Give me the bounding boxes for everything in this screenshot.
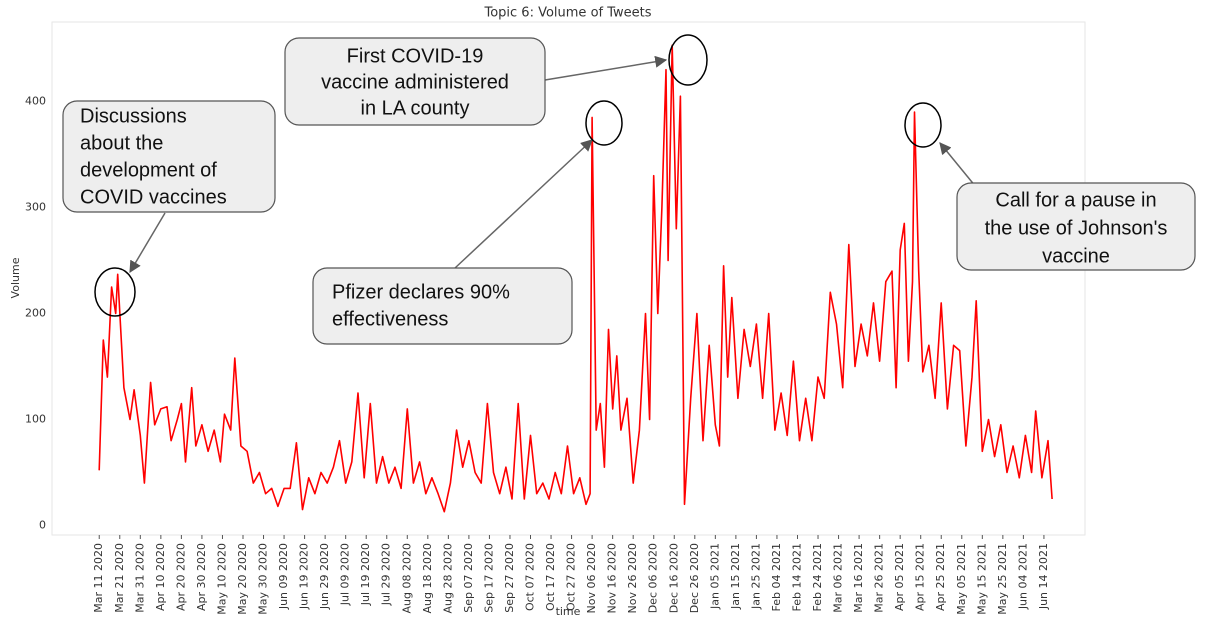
x-tick-label: Nov 16 2020 — [606, 543, 619, 613]
x-tick-label: Feb 14 2021 — [790, 543, 803, 611]
annotation-box — [312, 267, 573, 345]
x-tick-label: Dec 26 2020 — [688, 543, 701, 613]
x-tick-label: Jan 15 2021 — [729, 543, 742, 610]
arrow — [454, 139, 593, 269]
x-tick-label: Feb 24 2021 — [811, 543, 824, 611]
x-axis-label: time — [556, 605, 581, 618]
x-tick-label: Mar 26 2021 — [873, 543, 886, 613]
x-tick-label: Sep 27 2020 — [503, 543, 516, 613]
x-tick-label: Aug 08 2020 — [400, 543, 413, 613]
x-tick-label: Apr 10 2020 — [154, 543, 167, 611]
annotation-text: effectiveness — [332, 308, 448, 330]
x-tick-label: Jun 09 2020 — [277, 543, 290, 610]
y-tick-label: 100 — [25, 412, 46, 425]
y-axis-label: Volume — [9, 257, 22, 298]
annotation-text: Pfizer declares 90% — [332, 281, 510, 303]
x-tick-label: Oct 07 2020 — [524, 543, 537, 611]
x-tick-label: Mar 11 2020 — [92, 543, 105, 613]
y-tick-label: 300 — [25, 200, 46, 213]
x-tick-label: Dec 16 2020 — [667, 543, 680, 613]
x-tick-label: May 30 2020 — [257, 543, 270, 615]
x-tick-label: Mar 31 2020 — [133, 543, 146, 613]
arrow — [544, 55, 668, 81]
highlight-circle — [668, 34, 708, 86]
annotation-text: the use of Johnson's — [985, 217, 1168, 239]
x-tick-label: Aug 18 2020 — [421, 543, 434, 613]
x-tick-label: Sep 07 2020 — [462, 543, 475, 613]
annotation-text: Call for a pause in — [995, 189, 1156, 211]
x-tick-label: Apr 25 2021 — [934, 543, 947, 611]
x-tick-label: Sep 17 2020 — [482, 543, 495, 613]
annotation-text: COVID vaccines — [80, 186, 227, 208]
x-tick-label: May 25 2021 — [996, 543, 1009, 615]
x-tick-label: Jul 09 2020 — [339, 543, 352, 606]
x-tick-label: Jun 04 2021 — [1016, 543, 1029, 610]
x-tick-label: Jun 14 2021 — [1037, 543, 1050, 610]
x-tick-label: Nov 06 2020 — [585, 543, 598, 613]
x-tick-label: Apr 20 2020 — [174, 543, 187, 611]
annotation-box — [62, 100, 276, 213]
x-tick-label: Mar 21 2020 — [113, 543, 126, 613]
x-tick-label: Dec 06 2020 — [647, 543, 660, 613]
annotation-text: Discussions — [80, 105, 187, 127]
annotation-text: vaccine administered — [321, 71, 509, 93]
x-tick-label: May 20 2020 — [236, 543, 249, 615]
annotation-text: in LA county — [361, 97, 470, 119]
x-tick-label: Jul 29 2020 — [380, 543, 393, 606]
highlight-circle — [94, 267, 136, 317]
annotation-text: development of — [80, 159, 217, 181]
x-tick-label: Apr 05 2021 — [893, 543, 906, 611]
x-tick-label: Nov 26 2020 — [626, 543, 639, 613]
annotation-box — [284, 37, 546, 126]
x-tick-label: Jul 19 2020 — [359, 543, 372, 606]
y-tick-label: 200 — [25, 306, 46, 319]
annotation-text: vaccine — [1042, 245, 1110, 267]
x-tick-label: Apr 15 2021 — [914, 543, 927, 611]
y-tick-label: 400 — [25, 94, 46, 107]
x-tick-label: Oct 27 2020 — [565, 543, 578, 611]
x-tick-label: Apr 30 2020 — [195, 543, 208, 611]
highlight-circle — [585, 100, 623, 146]
x-tick-label: Jun 29 2020 — [318, 543, 331, 610]
annotations: Discussions about the development of COVID … — [62, 34, 1196, 345]
annotation-text: about the — [80, 132, 163, 154]
x-tick-label: Jun 19 2020 — [298, 543, 311, 610]
x-tick-label: Mar 06 2021 — [832, 543, 845, 613]
x-tick-label: Aug 28 2020 — [441, 543, 454, 613]
plot-frame — [51, 21, 1086, 536]
arrow — [129, 212, 166, 274]
highlight-circle — [904, 102, 942, 148]
annotation-text: First COVID-19 — [347, 45, 484, 67]
x-tick-label: Jan 05 2021 — [708, 543, 721, 610]
x-tick-label: May 10 2020 — [215, 543, 228, 615]
x-tick-label: Feb 04 2021 — [770, 543, 783, 611]
y-tick-label: 0 — [39, 518, 46, 531]
x-tick-label: May 15 2021 — [975, 543, 988, 615]
x-tick-label: Jan 25 2021 — [749, 543, 762, 610]
line — [98, 44, 1053, 513]
x-tick-label: Mar 16 2021 — [852, 543, 865, 613]
chart-title: Topic 6: Volume of Tweets — [483, 6, 651, 21]
x-tick-label: May 05 2021 — [955, 543, 968, 615]
annotation-box — [956, 182, 1196, 271]
x-tick-label: Oct 17 2020 — [544, 543, 557, 611]
